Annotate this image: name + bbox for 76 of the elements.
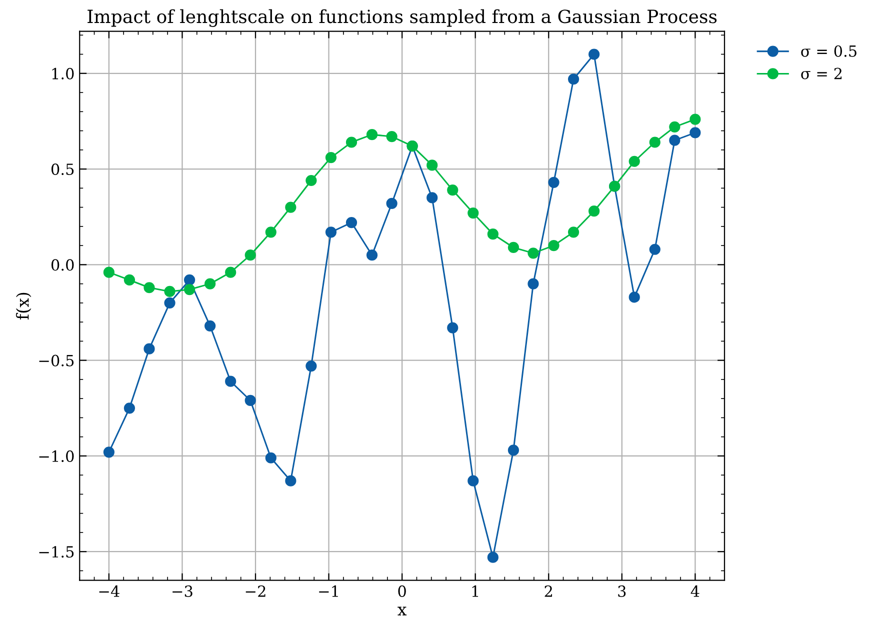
y-tick-label: 0.0 [51, 259, 74, 271]
point [468, 207, 479, 219]
point [306, 174, 317, 186]
point [225, 376, 236, 387]
y-tick-label: 0.5 [51, 163, 74, 176]
point [628, 156, 640, 167]
y-tick-label: 1.0 [52, 68, 74, 80]
point [346, 217, 358, 228]
x-tick-label: 1 [472, 585, 478, 597]
x-tick-label: 0 [398, 585, 406, 597]
point [508, 444, 520, 456]
chart-title: Impact of lenghtscale on functions sampled from a Gaussian Process [88, 9, 717, 27]
point [244, 394, 256, 406]
point [184, 274, 196, 286]
x-axis-title: x [398, 606, 407, 616]
point [265, 452, 276, 464]
point [568, 226, 580, 238]
point [588, 206, 600, 217]
point [468, 475, 479, 486]
point [103, 446, 114, 458]
point [447, 322, 458, 334]
point [548, 176, 560, 188]
point [588, 48, 600, 60]
x-tick-label: −3 [172, 585, 192, 597]
point [508, 242, 520, 254]
x-tick-label: 3 [618, 585, 626, 597]
point [346, 136, 358, 148]
point [568, 74, 580, 85]
point [690, 127, 701, 138]
point [548, 240, 560, 252]
point [225, 266, 236, 278]
point [690, 114, 701, 125]
y-axis-title: f(x) [16, 292, 32, 320]
point [204, 278, 216, 290]
point [426, 192, 438, 204]
y-tick-label: −1.5 [39, 546, 74, 558]
x-tick-label: 2 [544, 585, 552, 597]
point [124, 402, 136, 414]
y-tick-label: −1.0 [39, 450, 74, 462]
point [366, 129, 378, 140]
x-tick-label: −1 [319, 585, 338, 597]
point [669, 121, 680, 132]
x-tick-label: 4 [690, 585, 700, 597]
point [164, 297, 176, 308]
legend-label: σ = 0.5 [801, 45, 856, 57]
point [487, 228, 498, 240]
point [447, 184, 458, 196]
point [124, 274, 136, 286]
x-tick-label: −4 [99, 585, 120, 597]
point [285, 475, 296, 486]
point [487, 552, 498, 563]
point [628, 292, 640, 303]
point [366, 250, 378, 261]
point [204, 320, 216, 332]
point [144, 343, 155, 354]
point [649, 136, 660, 148]
point [386, 198, 398, 210]
point [325, 226, 337, 238]
point [528, 248, 539, 259]
point [649, 244, 660, 255]
point [386, 130, 398, 142]
point [184, 284, 196, 296]
point [103, 266, 114, 278]
point [528, 278, 539, 290]
point [144, 282, 155, 294]
point [164, 286, 176, 298]
point [426, 160, 438, 171]
point [244, 250, 256, 261]
point [669, 134, 680, 146]
x-tick-label: −2 [246, 585, 266, 597]
point [306, 360, 317, 372]
point [285, 202, 296, 213]
legend-label: σ = 2 [801, 68, 842, 80]
point [265, 226, 276, 238]
point [325, 152, 337, 164]
y-tick-label: −0.5 [39, 354, 74, 366]
